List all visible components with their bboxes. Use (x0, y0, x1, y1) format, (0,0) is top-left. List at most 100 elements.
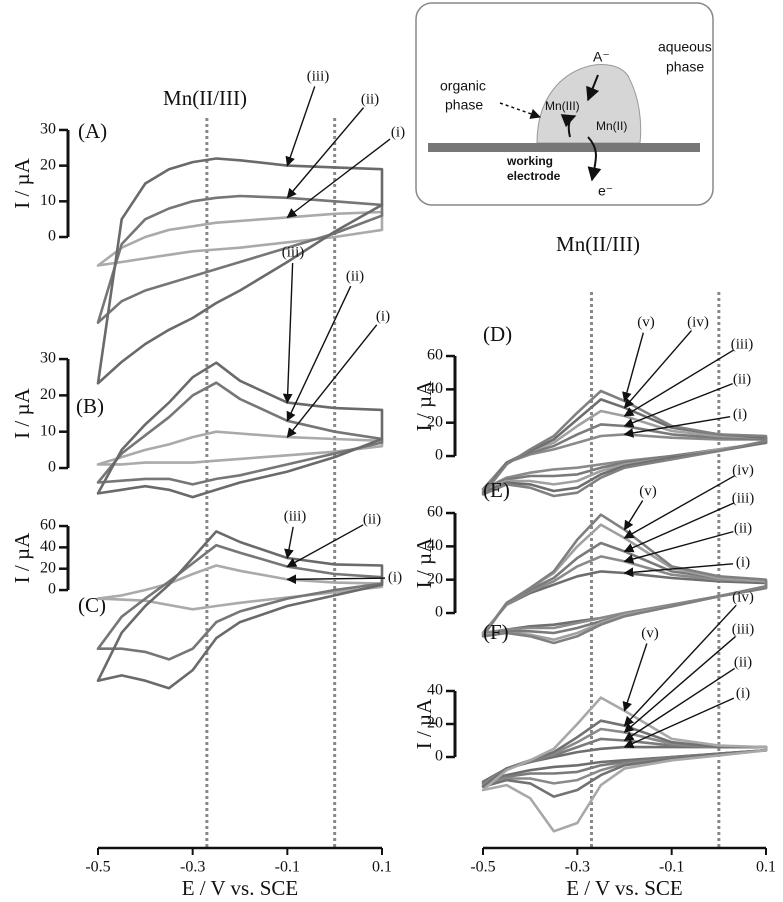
panel-label: (B) (76, 394, 104, 418)
series-label: (ii) (734, 520, 752, 536)
cv-curve (96, 430, 384, 466)
label-arrow (622, 332, 645, 402)
panel-label: (E) (483, 478, 510, 502)
cv-curve (96, 381, 384, 486)
y-tick-label: 20 (40, 386, 56, 403)
x-tick-label: -0.5 (470, 859, 495, 876)
label-arrow (623, 563, 734, 578)
label-arrow (623, 475, 735, 539)
cv-curve (96, 361, 384, 499)
y-tick-label: 20 (40, 156, 56, 173)
inset-text: phase (666, 59, 704, 75)
label-arrow (623, 636, 736, 733)
x-axis-label: E / V vs. SCE (566, 876, 683, 900)
series-label: (i) (388, 569, 402, 585)
x-tick-label: -0.5 (85, 859, 110, 876)
y-tick-label: 0 (48, 581, 56, 598)
label-arrow (623, 604, 737, 727)
series-label: (v) (637, 314, 655, 330)
organic-arrow (499, 102, 541, 119)
series-label: (iii) (732, 621, 755, 637)
y-axis-label: I / µA (412, 537, 436, 588)
y-tick-label: 40 (427, 380, 443, 397)
y-tick-label: 40 (427, 682, 443, 699)
cv-curve (96, 210, 384, 267)
x-tick-label: -0.3 (565, 859, 590, 876)
cv-curve (481, 541, 768, 636)
y-tick-label: 20 (427, 715, 443, 732)
y-tick-label: 40 (427, 537, 443, 554)
label-arrow (623, 330, 692, 409)
electron-arrow (587, 136, 602, 182)
anion-arrow (586, 74, 600, 102)
series-label: (iv) (687, 314, 709, 330)
y-tick-label: 40 (40, 538, 56, 555)
series-label: (ii) (734, 654, 752, 670)
inset-text: electrode (507, 169, 561, 183)
series-label: (ii) (733, 371, 751, 387)
label-arrow (623, 382, 733, 428)
series-label: (iii) (282, 244, 305, 260)
cv-curve (481, 398, 768, 494)
y-axis-label: I / µA (10, 532, 34, 583)
label-arrow (623, 697, 735, 748)
series-label: (i) (391, 124, 405, 140)
y-axis-label: I / µA (412, 698, 436, 749)
cv-curve (481, 696, 768, 833)
series-label: (ii) (346, 268, 364, 284)
y-tick-label: 20 (427, 413, 443, 430)
y-tick-label: 0 (435, 447, 443, 464)
series-label: (v) (641, 625, 659, 641)
x-tick-label: 0.1 (372, 859, 392, 876)
y-axis-label: I / µA (10, 157, 34, 208)
y-tick-label: 60 (40, 517, 56, 534)
y-tick-label: 0 (48, 459, 56, 476)
panel-label: (A) (78, 119, 107, 143)
y-tick-label: 30 (40, 350, 56, 367)
label-arrow (286, 574, 386, 585)
inset-text: Mn(II) (596, 119, 627, 133)
x-tick-label: 0.1 (756, 859, 776, 876)
inset: aqueous phase A⁻ organic phase Mn(III) M… (415, 2, 714, 206)
cv-curve (96, 194, 384, 324)
cv-curve (481, 389, 768, 498)
y-tick-label: 0 (435, 604, 443, 621)
series-label: (iv) (732, 589, 754, 605)
electrode-bar (428, 143, 700, 152)
label-arrow (282, 262, 294, 404)
inset-text: A⁻ (593, 49, 610, 65)
inset-text: e⁻ (598, 183, 613, 199)
x-axis-label: E / V vs. SCE (182, 876, 299, 900)
inset-text: phase (445, 97, 483, 113)
label-arrow (286, 138, 391, 218)
series-label: (iii) (731, 336, 754, 352)
y-tick-label: 10 (40, 192, 56, 209)
x-tick-label: -0.1 (275, 859, 300, 876)
label-arrow (284, 526, 294, 560)
label-arrow (623, 349, 734, 417)
y-tick-label: 0 (435, 748, 443, 765)
cv-curve (96, 530, 384, 690)
series-label: (ii) (363, 511, 381, 527)
label-arrow (623, 502, 735, 553)
series-label: (iii) (307, 68, 330, 84)
panel-label: (F) (483, 620, 509, 644)
inset-text: Mn(III) (545, 99, 580, 113)
y-tick-label: 60 (427, 504, 443, 521)
cv-curve (481, 727, 768, 787)
x-tick-label: -0.3 (180, 859, 205, 876)
y-axis-label: I / µA (412, 380, 436, 431)
label-arrow (622, 643, 648, 712)
series-label: (ii) (361, 91, 379, 107)
series-label: (iii) (284, 508, 307, 524)
label-arrow (623, 667, 736, 742)
y-axis-label: I / µA (10, 387, 34, 438)
inset-text: aqueous (658, 39, 712, 55)
inset-text: working (506, 154, 553, 168)
series-label: (v) (639, 483, 657, 499)
y-tick-label: 60 (427, 347, 443, 364)
y-tick-label: 20 (40, 559, 56, 576)
oxidation-arrow (560, 114, 577, 138)
label-arrow (286, 107, 365, 199)
